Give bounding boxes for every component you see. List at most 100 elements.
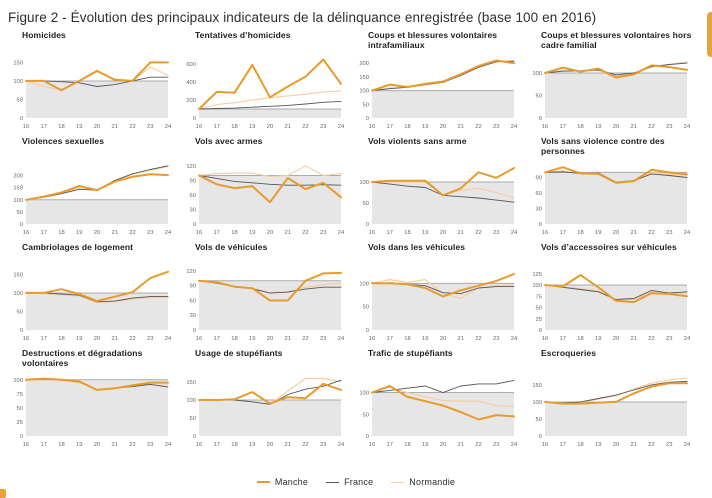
x-axis-tick-label: 16 <box>369 124 375 130</box>
x-axis-tick-label: 23 <box>147 124 153 130</box>
base100-area <box>26 80 168 118</box>
series-line-normandie <box>371 59 515 92</box>
x-axis-tick-label: 17 <box>214 124 220 130</box>
chart-plot: 0 25 50 75 100 16 17 18 19 20 21 22 23 24 <box>13 377 172 448</box>
x-axis-tick-label: 17 <box>214 442 220 448</box>
chart-plot: 0 50 100 16 17 18 19 20 21 22 23 24 <box>359 167 518 236</box>
series-line-manche <box>198 271 342 302</box>
x-axis-tick-label: 17 <box>560 124 566 130</box>
x-axis-tick-label: 20 <box>94 336 100 342</box>
chart-title: Tentatives d’homicides <box>195 30 291 40</box>
x-axis-tick-label: 20 <box>94 124 100 130</box>
x-axis-tick-label: 22 <box>475 442 481 448</box>
x-axis-tick-label: 16 <box>23 442 29 448</box>
x-axis-tick-label: 24 <box>511 230 518 236</box>
x-axis-tick-label: 20 <box>94 442 100 448</box>
x-axis-tick-label: 24 <box>684 442 691 448</box>
y-axis-tick-label: 50 <box>363 305 369 311</box>
x-axis-tick-label: 20 <box>440 230 446 236</box>
x-axis-tick-label: 22 <box>475 336 481 342</box>
y-axis-tick-label: 0 <box>539 328 542 334</box>
y-axis-tick-label: 60 <box>190 193 196 199</box>
x-axis-tick-label: 18 <box>577 230 583 236</box>
series-line-normandie <box>544 377 688 404</box>
x-axis-tick-label: 18 <box>58 230 64 236</box>
series-line-manche <box>25 270 169 303</box>
x-axis-tick-label: 21 <box>631 124 637 130</box>
x-axis-tick-label: 23 <box>493 336 499 342</box>
chart-plot: 0 50 100 150 16 17 18 19 20 21 22 23 24 <box>13 60 172 130</box>
x-axis-tick-label: 19 <box>422 442 428 448</box>
y-axis-tick-label: 150 <box>359 75 369 81</box>
figure-title: Figure 2 - Évolution des principaux indi… <box>8 10 597 25</box>
series-line-manche <box>371 59 515 92</box>
y-axis-tick-label: 0 <box>539 116 542 122</box>
x-axis-tick-label: 22 <box>129 124 135 130</box>
x-axis-tick-label: 20 <box>267 442 273 448</box>
x-axis-tick-label: 23 <box>666 336 672 342</box>
x-axis-tick-label: 20 <box>267 230 273 236</box>
series-line-manche <box>544 382 688 405</box>
x-axis-tick-label: 23 <box>666 442 672 448</box>
x-axis-tick-label: 16 <box>369 442 375 448</box>
y-axis-tick-label: 90 <box>190 284 196 290</box>
x-axis-tick-label: 19 <box>76 124 82 130</box>
chart-cell: Vols de véhicules 0 30 60 90 120 16 17 18 19 20 21 2… <box>181 241 352 347</box>
x-axis-tick-label: 24 <box>338 336 345 342</box>
chart-cell: Usage de stupéfiants 0 50 100 150 16 17 18 19 20 2… <box>181 347 352 453</box>
x-axis-tick-label: 16 <box>542 230 548 236</box>
base100-area <box>199 400 341 436</box>
x-axis-tick-label: 17 <box>387 124 393 130</box>
y-axis-tick-label: 100 <box>359 391 369 397</box>
x-axis-tick-label: 20 <box>613 442 619 448</box>
chart-plot: 0 50 100 150 16 17 18 19 20 21 22 23 24 <box>532 377 691 448</box>
y-axis-tick-label: 60 <box>190 298 196 304</box>
chart-plot: 0 50 100 150 16 17 18 19 20 21 22 23 24 <box>186 377 345 448</box>
x-axis-tick-label: 22 <box>302 442 308 448</box>
x-axis-tick-label: 20 <box>440 442 446 448</box>
x-axis-tick-label: 23 <box>666 124 672 130</box>
x-axis-tick-label: 23 <box>666 230 672 236</box>
legend: Manche France Normandie <box>0 477 712 487</box>
chart-title: Vols de véhicules <box>195 242 268 252</box>
x-axis-tick-label: 16 <box>542 124 548 130</box>
x-axis-tick-label: 18 <box>58 336 64 342</box>
x-axis-tick-label: 21 <box>285 442 291 448</box>
series-line-france <box>25 76 169 87</box>
corner-accent-mark <box>0 489 6 498</box>
x-axis-tick-label: 18 <box>404 230 410 236</box>
y-axis-tick-label: 100 <box>359 180 369 186</box>
legend-dash-icon <box>256 481 270 483</box>
x-axis-tick-label: 18 <box>577 336 583 342</box>
x-axis-tick-label: 18 <box>404 336 410 342</box>
x-axis-tick-label: 18 <box>231 124 237 130</box>
x-axis-tick-label: 17 <box>41 442 47 448</box>
y-axis-tick-label: 50 <box>363 201 369 207</box>
x-axis-tick-label: 23 <box>320 442 326 448</box>
y-axis-tick-label: 50 <box>536 94 542 100</box>
x-axis-tick-label: 16 <box>196 124 202 130</box>
x-axis-tick-label: 22 <box>648 124 654 130</box>
chart-cell: Coups et blessures volontaires intrafami… <box>354 29 525 135</box>
series-line-france <box>544 284 688 300</box>
x-axis-tick-label: 18 <box>231 336 237 342</box>
chart-title: Violences sexuelles <box>22 136 105 146</box>
base100-area <box>372 392 514 436</box>
x-axis-tick-label: 17 <box>214 336 220 342</box>
y-axis-tick-label: 0 <box>20 116 23 122</box>
x-axis-tick-label: 22 <box>302 230 308 236</box>
x-axis-tick-label: 18 <box>58 442 64 448</box>
x-axis-tick-label: 16 <box>23 230 29 236</box>
y-axis-tick-label: 150 <box>13 60 23 66</box>
series-line-normandie <box>198 165 342 178</box>
x-axis-tick-label: 19 <box>249 336 255 342</box>
legend-dash-icon <box>391 481 405 483</box>
base100-area <box>545 73 687 118</box>
scrollbar-thumb[interactable] <box>707 12 712 57</box>
y-axis-tick-label: 50 <box>17 406 23 412</box>
y-axis-tick-label: 0 <box>20 328 23 334</box>
base100-area <box>372 283 514 330</box>
chart-title: Usage de stupéfiants <box>195 348 283 358</box>
y-axis-tick-label: 120 <box>186 164 196 170</box>
y-axis-tick-label: 0 <box>193 222 196 228</box>
